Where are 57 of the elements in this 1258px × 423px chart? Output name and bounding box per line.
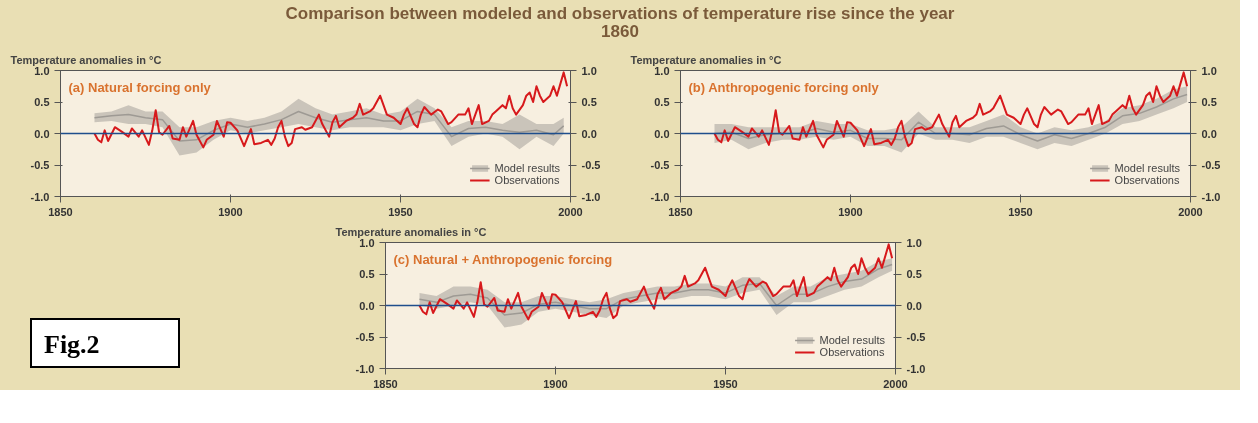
y-tick-label: 1.0 xyxy=(34,64,50,77)
legend-label: Observations xyxy=(494,174,560,186)
y2-tick-label: 1.0 xyxy=(906,236,922,249)
y-axis-title: Temperature anomalies in °C xyxy=(630,53,782,66)
y2-tick-label: 0.0 xyxy=(581,127,597,140)
x-tick-label: 1900 xyxy=(218,205,243,218)
y-tick-label: -0.5 xyxy=(650,159,670,171)
x-tick-label: 1850 xyxy=(48,205,73,218)
x-tick-label: 2000 xyxy=(558,205,583,218)
text: (a) Natural forcing only xyxy=(68,79,212,95)
y2-tick-label: 0.5 xyxy=(1201,96,1217,108)
y-tick-label: -1.0 xyxy=(650,190,670,203)
y2-tick-label: 0.0 xyxy=(1201,127,1217,140)
y-tick-label: -0.5 xyxy=(355,331,375,343)
caption: Fig.2 xyxy=(44,329,100,361)
legend-label: Model results xyxy=(494,162,560,174)
legend-label: Observations xyxy=(1114,174,1180,186)
y2-tick-label: 1.0 xyxy=(1201,64,1217,77)
text: (c) Natural + Anthropogenic forcing xyxy=(393,251,613,267)
y2-tick-label: -1.0 xyxy=(906,362,926,375)
x-tick-label: 1850 xyxy=(373,377,398,390)
legend-label: Model results xyxy=(1114,162,1180,174)
y-tick-label: 0.5 xyxy=(34,96,50,108)
legend-label: Model results xyxy=(819,334,885,346)
y2-tick-label: 0.5 xyxy=(906,268,922,280)
y2-tick-label: 0.0 xyxy=(906,299,922,312)
y-axis-title: Temperature anomalies in °C xyxy=(335,225,487,238)
y-tick-label: 0.5 xyxy=(654,96,670,108)
y-tick-label: 0.0 xyxy=(359,299,375,312)
x-tick-label: 1950 xyxy=(388,205,413,218)
x-tick-label: 1850 xyxy=(668,205,693,218)
y-tick-label: 0.0 xyxy=(34,127,50,140)
y-tick-label: -1.0 xyxy=(355,362,375,375)
y2-tick-label: 0.5 xyxy=(581,96,597,108)
legend-label: Observations xyxy=(819,346,885,358)
y2-tick-label: -0.5 xyxy=(581,159,601,171)
x-tick-label: 1950 xyxy=(1008,205,1033,218)
y-tick-label: -0.5 xyxy=(30,159,50,171)
y-tick-label: 1.0 xyxy=(359,236,375,249)
y2-tick-label: -1.0 xyxy=(1201,190,1221,203)
y-tick-label: -1.0 xyxy=(30,190,50,203)
y-tick-label: 1.0 xyxy=(654,64,670,77)
y2-tick-label: -1.0 xyxy=(581,190,601,203)
text: (b) Anthropogenic forcing only xyxy=(688,79,880,95)
x-tick-label: 1900 xyxy=(543,377,568,390)
line-series xyxy=(93,110,565,142)
text: Comparison between modeled and observations of temperature rise since the year 1860 xyxy=(284,4,956,41)
y-axis-title: Temperature anomalies in °C xyxy=(10,53,162,66)
y2-tick-label: -0.5 xyxy=(1201,159,1221,171)
y-tick-label: 0.0 xyxy=(654,127,670,140)
x-tick-label: 2000 xyxy=(1178,205,1203,218)
y2-tick-label: -0.5 xyxy=(906,331,926,343)
x-tick-label: 1950 xyxy=(713,377,738,390)
x-tick-label: 1900 xyxy=(838,205,863,218)
y2-tick-label: 1.0 xyxy=(581,64,597,77)
y-tick-label: 0.5 xyxy=(359,268,375,280)
x-tick-label: 2000 xyxy=(883,377,908,390)
